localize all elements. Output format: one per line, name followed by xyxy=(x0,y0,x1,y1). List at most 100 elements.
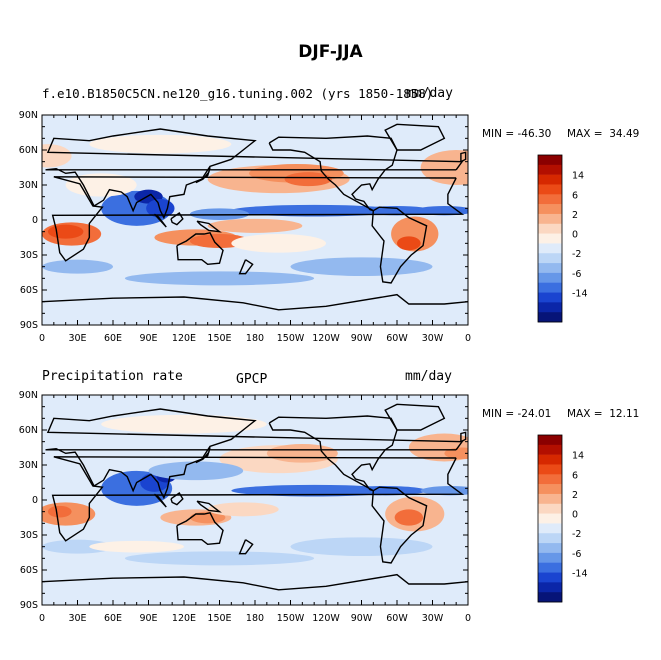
precip-contour xyxy=(42,259,113,274)
coastline xyxy=(176,512,224,546)
colorbar-swatch xyxy=(538,523,562,534)
colorbar-swatch xyxy=(538,263,562,274)
panel-left-label: Precipitation rate xyxy=(42,369,183,384)
colorbar-swatch xyxy=(538,312,562,323)
lon-tick-label: 120W xyxy=(312,333,340,344)
colorbar-swatch xyxy=(538,454,562,465)
lon-tick-label: 30W xyxy=(422,333,444,344)
lat-tick-label: 90S xyxy=(20,320,38,331)
colorbar-label: 14 xyxy=(572,171,584,182)
colorbar-label: -2 xyxy=(572,529,581,540)
coastline xyxy=(51,176,465,262)
lat-tick-label: 30N xyxy=(19,460,38,471)
colorbar-swatch xyxy=(538,164,562,175)
colorbar-swatch xyxy=(538,552,562,564)
lon-tick-label: 60E xyxy=(104,613,122,624)
colorbar-swatch xyxy=(538,243,562,254)
max-value: MAX = 12.11 xyxy=(567,408,640,420)
precip-contour xyxy=(290,257,433,276)
coastline xyxy=(51,456,465,542)
panel-center-label: GPCP xyxy=(236,372,268,387)
coastline xyxy=(42,573,468,591)
lon-tick-label: 0 xyxy=(39,613,45,624)
lon-tick-label: 30E xyxy=(68,613,86,624)
colorbar: 14 6 2 0 -2 -6 -14 xyxy=(537,154,588,323)
colorbar-label: 2 xyxy=(572,490,578,501)
colorbar-swatch xyxy=(538,474,562,485)
lat-tick-label: 30S xyxy=(20,250,38,261)
lon-tick-label: 180 xyxy=(246,613,264,624)
precip-contour xyxy=(231,204,397,217)
lon-tick-label: 60E xyxy=(104,333,122,344)
colorbar-swatch xyxy=(538,513,562,524)
precip-contour xyxy=(124,551,315,566)
colorbar-swatch xyxy=(538,174,562,185)
coastline xyxy=(196,220,222,233)
colorbar-swatch xyxy=(538,562,562,573)
precip-contour xyxy=(290,537,433,557)
colorbar-swatch xyxy=(538,543,562,554)
colorbar-swatch xyxy=(538,282,562,293)
lat-tick-label: 0 xyxy=(32,215,38,226)
colorbar-swatch xyxy=(538,533,562,544)
colorbar-label: 0 xyxy=(572,510,578,521)
colorbar-label: 2 xyxy=(572,210,578,221)
coastline xyxy=(384,123,446,151)
colorbar-swatch xyxy=(538,292,562,303)
precip-contour xyxy=(420,150,468,185)
coastline xyxy=(238,539,254,555)
coastline xyxy=(42,293,468,311)
lat-tick-label: 60S xyxy=(20,285,38,296)
coastline xyxy=(45,128,464,220)
precip-contour xyxy=(343,486,427,496)
lat-tick-label: 90N xyxy=(19,110,38,121)
lon-tick-label: 120W xyxy=(312,613,340,624)
colorbar-label: 6 xyxy=(572,470,578,481)
colorbar-swatch xyxy=(538,223,562,234)
colorbar-swatch xyxy=(538,582,562,593)
lat-tick-label: 90N xyxy=(19,390,38,401)
precip-contour xyxy=(89,540,184,553)
colorbar-label: -6 xyxy=(572,269,581,280)
coastline xyxy=(170,491,184,506)
coastline xyxy=(196,500,222,513)
colorbar-label: 0 xyxy=(572,230,578,241)
lon-tick-label: 0 xyxy=(39,333,45,344)
colorbar-label: -2 xyxy=(572,249,581,260)
colorbar-swatch xyxy=(538,213,562,225)
colorbar-swatch xyxy=(538,302,562,313)
colorbar-label: 6 xyxy=(572,190,578,201)
precip-contour xyxy=(101,414,267,434)
panel-left-label: f.e10.B1850C5CN.ne120_g16.tuning.002 (yr… xyxy=(42,86,434,101)
colorbar-swatch xyxy=(538,253,562,264)
coastline xyxy=(268,135,398,212)
lon-tick-label: 60W xyxy=(386,613,408,624)
max-value: MAX = 34.49 xyxy=(567,128,640,140)
colorbar-swatch xyxy=(538,484,562,495)
lon-tick-label: 150E xyxy=(207,333,231,344)
precip-contour xyxy=(89,134,232,154)
lon-tick-label: 150E xyxy=(207,613,231,624)
colorbar-swatch xyxy=(538,184,562,195)
lat-tick-label: 0 xyxy=(32,495,38,506)
colorbar-swatch xyxy=(538,435,562,446)
lat-tick-label: 60N xyxy=(19,425,38,436)
lon-tick-label: 0 xyxy=(465,333,471,344)
colorbar: 14 6 2 0 -2 -6 -14 xyxy=(537,434,588,603)
colorbar-label: -6 xyxy=(572,549,581,560)
map-panel-gpcp: Precipitation rate GPCP mm/day MIN = -24… xyxy=(0,364,661,644)
coastline xyxy=(45,408,464,500)
colorbar-swatch xyxy=(538,572,562,583)
lon-tick-label: 90W xyxy=(351,613,373,624)
colorbar-swatch xyxy=(538,272,562,284)
lon-tick-label: 90E xyxy=(139,333,157,344)
precip-contour xyxy=(207,218,303,233)
colorbar-swatch xyxy=(538,194,562,205)
precip-contour xyxy=(148,461,244,481)
lon-tick-label: 150W xyxy=(277,613,305,624)
colorbar-swatch xyxy=(538,503,562,514)
lat-tick-label: 60S xyxy=(20,565,38,576)
lon-tick-label: 180 xyxy=(246,333,264,344)
